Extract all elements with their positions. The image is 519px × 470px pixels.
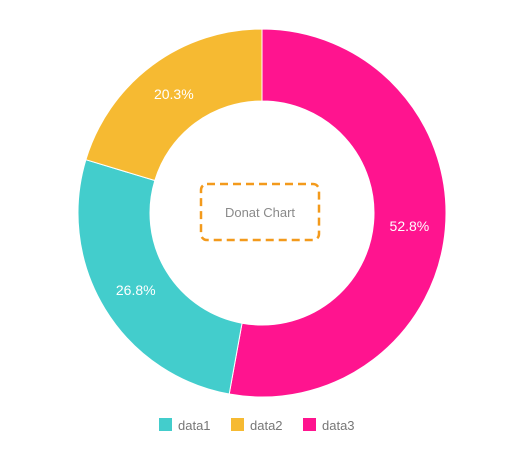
legend-label-data2[interactable]: data2 — [250, 418, 283, 433]
donut-slices — [77, 28, 447, 398]
chart-title-box — [199, 182, 321, 242]
legend: data1 data2 data3 — [159, 418, 355, 433]
legend-label-data3[interactable]: data3 — [322, 418, 355, 433]
chart-center: Donat Chart — [199, 182, 321, 242]
slice-labels: 52.8% 26.8% 20.3% — [116, 86, 429, 298]
legend-swatch-data2[interactable] — [231, 418, 244, 431]
slice-data1[interactable] — [77, 159, 243, 395]
slice-label-data2: 20.3% — [154, 86, 194, 102]
chart-title: Donat Chart — [225, 205, 295, 220]
slice-data2[interactable] — [85, 28, 263, 182]
legend-swatch-data1[interactable] — [159, 418, 172, 431]
slice-label-data1: 26.8% — [116, 282, 156, 298]
legend-swatch-data3[interactable] — [303, 418, 316, 431]
legend-label-data1[interactable]: data1 — [178, 418, 211, 433]
slice-label-data3: 52.8% — [390, 218, 430, 234]
slice-data3[interactable] — [228, 28, 447, 398]
